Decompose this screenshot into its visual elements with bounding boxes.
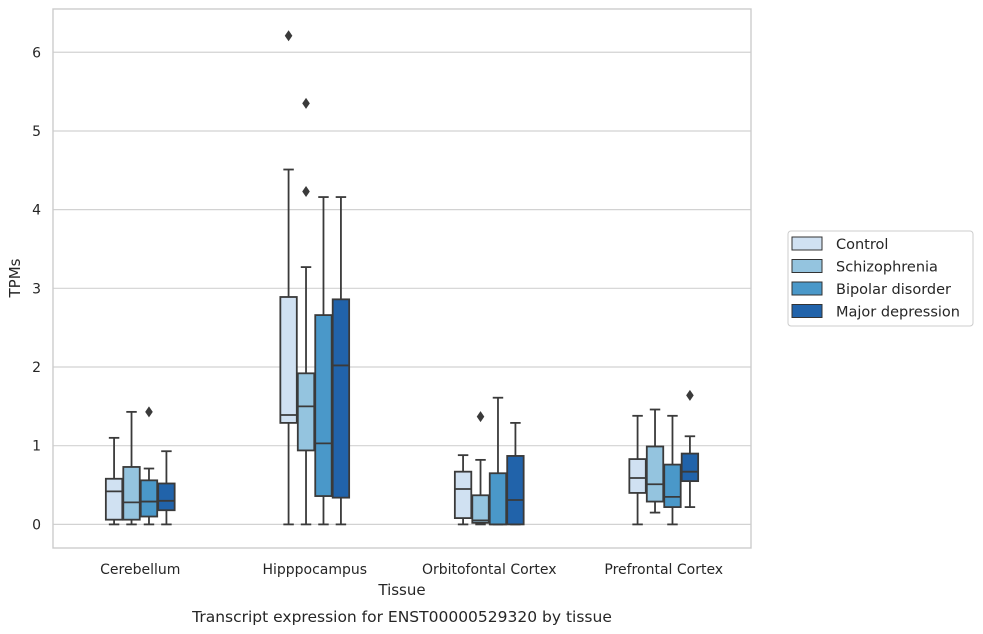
y-tick-label: 2 bbox=[32, 360, 41, 376]
y-tick-label: 1 bbox=[32, 439, 41, 455]
legend-label: Bipolar disorder bbox=[836, 282, 951, 298]
box bbox=[314, 314, 333, 497]
x-axis-label: Tissue bbox=[377, 581, 425, 599]
box bbox=[104, 477, 124, 521]
box bbox=[471, 494, 490, 524]
box-group bbox=[279, 30, 351, 526]
legend-swatch bbox=[791, 281, 823, 296]
legend: Control Schizophrenia Bipolar disorder Majo… bbox=[787, 230, 974, 327]
y-tick-label: 4 bbox=[32, 203, 41, 219]
x-tick-label: Orbitofontal Cortex bbox=[422, 562, 557, 578]
y-tick-labels: 0 1 2 3 4 5 6 bbox=[32, 45, 41, 533]
box bbox=[488, 472, 508, 526]
y-axis-label: TPMs bbox=[6, 258, 24, 298]
x-tick-labels: Cerebellum Hipppocampus Orbitofontal Corte… bbox=[100, 562, 723, 578]
outlier-point bbox=[302, 186, 310, 198]
y-tick-label: 5 bbox=[32, 124, 41, 140]
outlier-point bbox=[686, 389, 694, 401]
box bbox=[331, 298, 351, 499]
legend-label: Major depression bbox=[836, 305, 960, 321]
box-group bbox=[453, 396, 525, 526]
box bbox=[453, 470, 473, 519]
plot-frame bbox=[52, 8, 752, 549]
x-tick-label: Cerebellum bbox=[100, 562, 180, 578]
box bbox=[157, 482, 176, 512]
y-tick-label: 3 bbox=[32, 281, 41, 297]
chart-caption: Transcript expression for ENST0000052932… bbox=[191, 608, 612, 626]
box bbox=[139, 479, 159, 518]
box bbox=[296, 372, 316, 452]
x-tick-label: Hipppocampus bbox=[262, 562, 367, 578]
box bbox=[645, 445, 665, 503]
legend-frame bbox=[787, 230, 974, 327]
x-tick-label: Prefrontal Cortex bbox=[604, 562, 723, 578]
box-groups bbox=[104, 30, 700, 526]
box bbox=[663, 463, 682, 508]
box bbox=[122, 466, 141, 521]
outlier-point bbox=[302, 97, 310, 109]
box-group bbox=[628, 389, 700, 526]
legend-swatch bbox=[791, 304, 823, 318]
legend-label: Control bbox=[836, 237, 888, 253]
outlier-point bbox=[145, 406, 153, 418]
gridlines bbox=[53, 51, 751, 525]
legend-swatch bbox=[791, 259, 823, 273]
box bbox=[279, 296, 298, 424]
outlier-point bbox=[476, 411, 485, 423]
y-tick-label: 0 bbox=[32, 517, 41, 533]
legend-swatch bbox=[791, 236, 823, 251]
outlier-point bbox=[284, 30, 293, 42]
y-tick-label: 6 bbox=[32, 45, 41, 61]
box bbox=[680, 452, 700, 483]
box bbox=[628, 458, 647, 494]
box bbox=[506, 455, 525, 526]
box-group bbox=[104, 406, 176, 526]
legend-label: Schizophrenia bbox=[836, 260, 938, 276]
